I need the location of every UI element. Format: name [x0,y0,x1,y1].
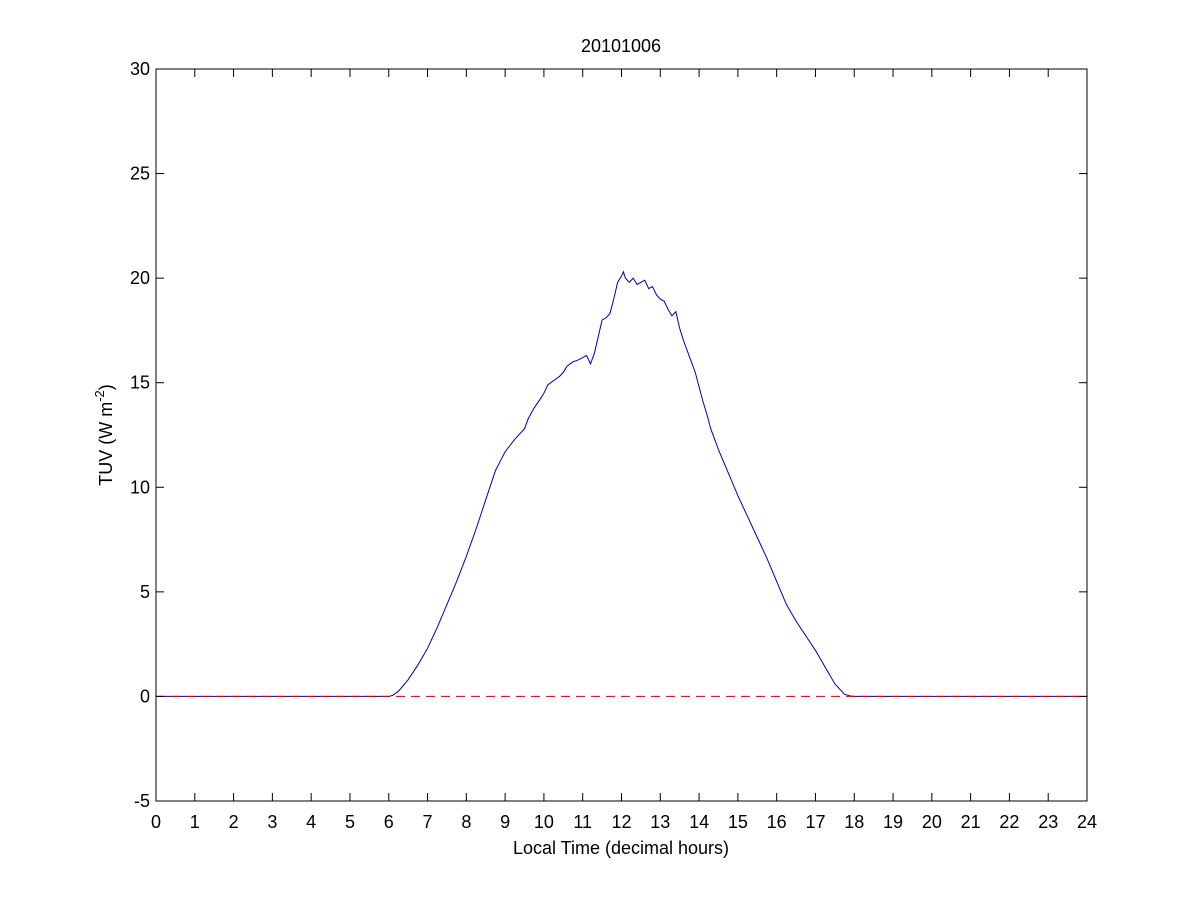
x-tick-label: 17 [805,812,825,832]
x-tick-label: 13 [650,812,670,832]
x-axis-label: Local Time (decimal hours) [513,838,729,858]
y-axis-label-superscript: -2 [92,390,107,402]
x-tick-label: 23 [1038,812,1058,832]
x-tick-label: 18 [844,812,864,832]
x-tick-label: 3 [267,812,277,832]
x-tick-label: 10 [534,812,554,832]
series-layer [156,270,1087,697]
y-tick-label: 20 [130,268,150,288]
x-tick-label: 9 [500,812,510,832]
x-tick-label: 8 [461,812,471,832]
chart-title: 20101006 [581,36,661,56]
y-tick-label: -5 [134,791,150,811]
x-tick-label: 1 [190,812,200,832]
x-tick-label: 12 [611,812,631,832]
axes-box [155,68,1088,802]
x-tick-label: 20 [922,812,942,832]
x-tick-label: 6 [384,812,394,832]
x-tick-label: 4 [306,812,316,832]
x-tick-label: 2 [229,812,239,832]
y-tick-label: 10 [130,477,150,497]
y-axis-label-close: ) [96,384,116,390]
y-tick-label: 0 [140,686,150,706]
series-line-1 [156,270,1087,697]
y-axis-label-base: TUV (W m [96,402,116,486]
x-tick-label: 19 [883,812,903,832]
x-tick-label: 21 [961,812,981,832]
x-tick-label: 24 [1077,812,1097,832]
x-tick-label: 14 [689,812,709,832]
x-tick-label: 15 [728,812,748,832]
y-tick-label: 15 [130,373,150,393]
x-tick-label: 7 [423,812,433,832]
y-tick-label: 30 [130,59,150,79]
x-tick-label: 11 [573,812,592,832]
ticks-layer: 0 1 2 3 4 5 6 7 8 9 10 11 12 13 14 15 16 17 18 19 20 21 22 23 24… [130,59,1097,832]
x-tick-label: 0 [151,812,161,832]
y-axis-label: TUV (W m-2) [92,384,116,486]
x-tick-label: 16 [767,812,787,832]
x-tick-label: 22 [999,812,1019,832]
y-tick-label: 25 [130,164,150,184]
x-tick-label: 5 [345,812,355,832]
plot-area [156,69,1087,801]
y-tick-label: 5 [140,582,150,602]
